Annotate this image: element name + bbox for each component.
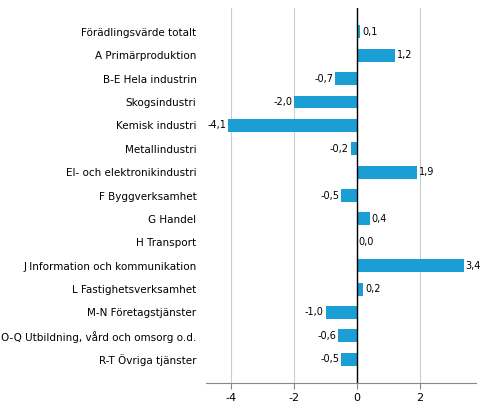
Bar [338, 329, 357, 342]
Text: 1,9: 1,9 [418, 167, 434, 177]
Text: -2,0: -2,0 [273, 97, 292, 107]
Bar [357, 25, 360, 38]
Bar [341, 189, 357, 202]
Text: -1,0: -1,0 [305, 307, 324, 317]
Bar [357, 166, 416, 178]
Bar [351, 142, 357, 155]
Text: 0,0: 0,0 [359, 237, 374, 247]
Text: 1,2: 1,2 [397, 50, 412, 60]
Text: 3,4: 3,4 [465, 261, 481, 271]
Bar [357, 213, 370, 225]
Text: -0,5: -0,5 [320, 354, 339, 364]
Text: 0,2: 0,2 [365, 284, 381, 294]
Bar [294, 96, 357, 109]
Bar [335, 72, 357, 85]
Text: -0,2: -0,2 [330, 144, 349, 154]
Text: 0,1: 0,1 [362, 27, 378, 37]
Text: -0,5: -0,5 [320, 191, 339, 201]
Text: -4,1: -4,1 [207, 120, 226, 130]
Text: -0,6: -0,6 [317, 331, 336, 341]
Text: -0,7: -0,7 [314, 74, 333, 84]
Bar [341, 353, 357, 366]
Text: 0,4: 0,4 [371, 214, 387, 224]
Bar [326, 306, 357, 319]
Bar [228, 119, 357, 132]
Bar [357, 282, 363, 295]
Bar [357, 259, 464, 272]
Bar [357, 49, 395, 62]
